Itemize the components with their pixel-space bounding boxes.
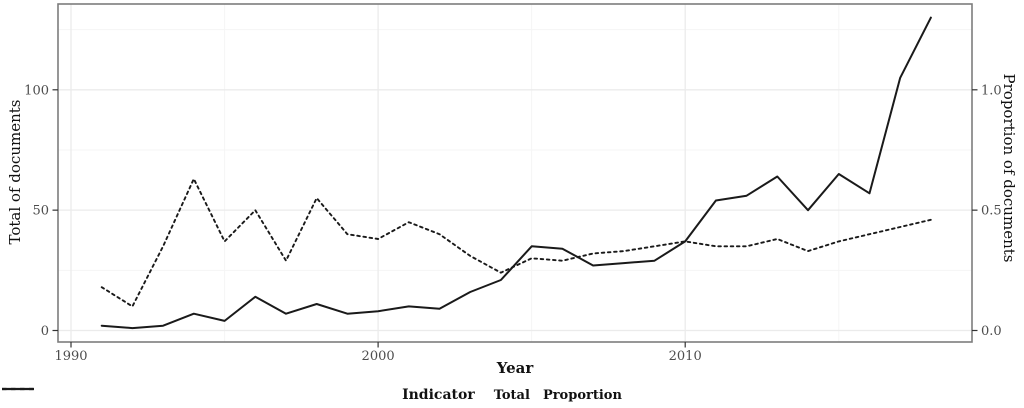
dashed-line-icon: [2, 387, 36, 391]
x-axis-title: Year: [496, 359, 534, 377]
x-tick-label: 2000: [362, 349, 395, 364]
y-right-tick-label: 0.0: [981, 324, 1002, 339]
legend-item-proportion: Proportion: [2, 387, 622, 403]
x-tick-label: 1990: [54, 349, 87, 364]
x-tick-label: 2010: [669, 349, 702, 364]
series-total-line: [100, 16, 932, 330]
y-axis-left-title: Total of documents: [6, 99, 24, 245]
chart-legend: Indicator Total Proportion: [0, 383, 1024, 407]
y-left-tick-label: 50: [32, 204, 49, 219]
legend-title: Indicator: [402, 387, 475, 403]
y-left-tick-label: 0: [41, 324, 49, 339]
solid-line-icon: [2, 387, 34, 391]
legend-item-total: Total: [2, 387, 530, 403]
panel-border: [57, 3, 973, 343]
legend-label-total: Total: [493, 387, 530, 403]
y-axis-right-title: Proportion of documents: [1000, 73, 1018, 263]
y-left-tick-label: 100: [24, 83, 49, 98]
y-right-tick-label: 1.0: [981, 83, 1002, 98]
legend-label-proportion: Proportion: [542, 387, 622, 403]
series-proportion-line: [100, 177, 932, 308]
y-right-tick-label: 0.5: [981, 204, 1002, 219]
